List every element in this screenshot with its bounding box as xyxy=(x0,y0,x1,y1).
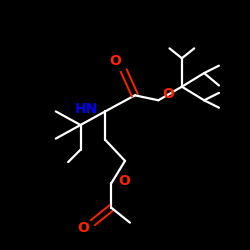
Text: O: O xyxy=(118,174,130,188)
Text: HN: HN xyxy=(75,102,98,116)
Text: O: O xyxy=(77,220,89,234)
Text: O: O xyxy=(109,54,121,68)
Text: O: O xyxy=(162,87,174,101)
